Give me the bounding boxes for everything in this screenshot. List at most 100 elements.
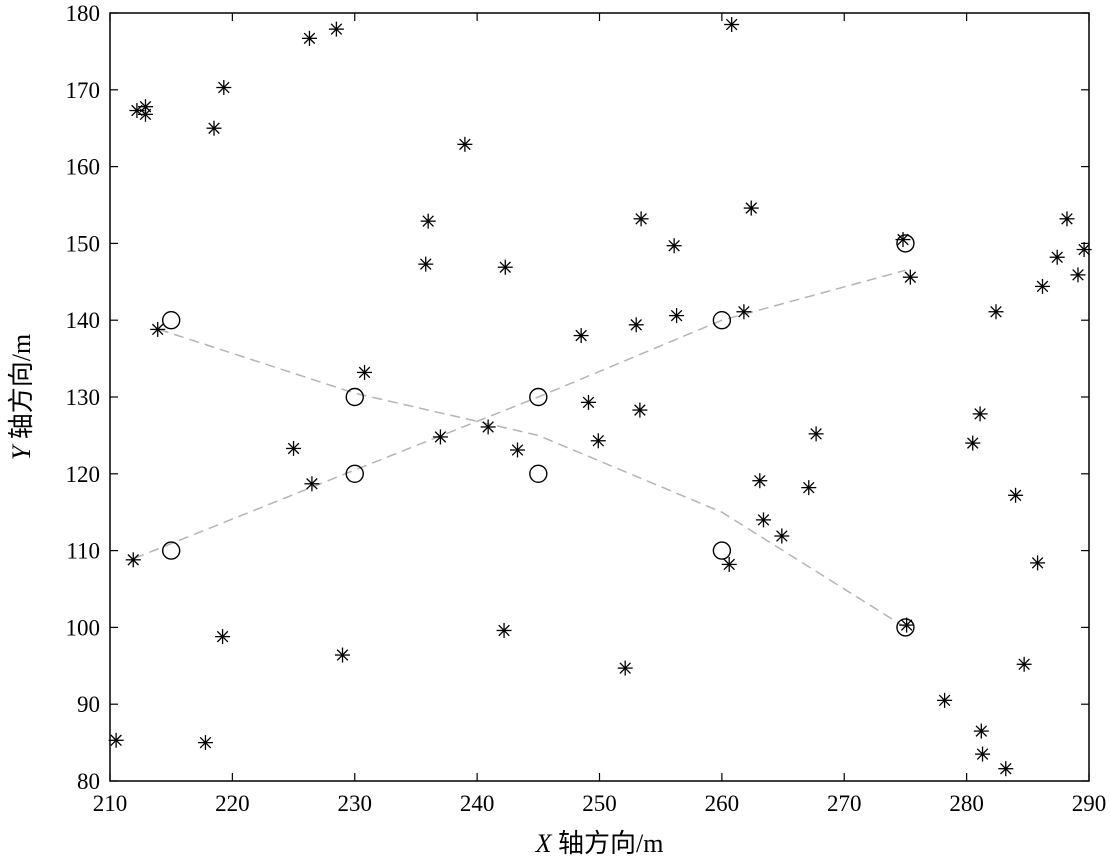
asterisk-point	[721, 556, 737, 572]
asterisk-point	[902, 269, 918, 285]
x-axis-label-rest: 轴方向/m	[551, 829, 663, 858]
asterisk-point	[328, 21, 344, 37]
asterisk-point	[590, 433, 606, 449]
y-tick-label: 170	[66, 78, 101, 103]
y-tick-label: 110	[66, 539, 100, 564]
asterisk-point	[286, 440, 302, 456]
x-tick-label: 250	[582, 791, 617, 816]
asterisk-point	[973, 723, 989, 739]
asterisk-point	[1059, 211, 1075, 227]
circle-point	[345, 387, 364, 407]
y-tick-label: 90	[77, 692, 100, 717]
asterisk-point	[1070, 267, 1086, 283]
x-axis-label: X 轴方向/m	[535, 829, 664, 858]
trajectory-lines	[134, 269, 906, 629]
circle-point	[529, 387, 548, 407]
asterisk-point	[1030, 555, 1046, 571]
asterisk-point	[480, 419, 496, 435]
asterisk-point	[752, 473, 768, 489]
asterisk-point	[301, 30, 317, 46]
asterisk-point	[937, 692, 953, 708]
asterisk-point	[632, 402, 648, 418]
asterisk-point	[801, 480, 817, 496]
asterisk-point	[1034, 278, 1050, 294]
asterisk-point	[628, 317, 644, 333]
y-tick-label: 180	[66, 1, 101, 26]
circle-point	[161, 311, 181, 330]
asterisk-point	[432, 429, 448, 445]
circle-point	[896, 234, 915, 253]
asterisk-point	[197, 735, 213, 751]
y-tick-label: 160	[66, 155, 101, 180]
circle-point	[896, 618, 915, 637]
asterisk-point	[496, 622, 512, 638]
asterisk-point	[743, 200, 759, 216]
asterisk-point	[573, 328, 589, 344]
asterisk-point	[457, 136, 473, 152]
x-axis-label-var: X	[535, 829, 553, 858]
asterisk-point	[972, 406, 988, 422]
x-tick-label: 260	[705, 791, 740, 816]
x-tick-label: 220	[215, 791, 250, 816]
x-tick-label: 270	[827, 791, 862, 816]
asterisk-point	[1076, 242, 1092, 258]
y-axis-label: Y 轴方向/m	[7, 334, 36, 460]
y-tick-label: 150	[66, 231, 101, 256]
x-tick-label: 240	[460, 791, 495, 816]
asterisk-point	[497, 259, 513, 275]
y-tick-label: 130	[66, 385, 101, 410]
asterisk-point	[418, 256, 434, 272]
asterisk-point	[206, 120, 222, 136]
asterisk-point	[988, 304, 1004, 320]
asterisk-point	[755, 512, 771, 528]
asterisk-point	[1049, 249, 1065, 265]
asterisk-point	[108, 732, 124, 748]
y-tick-label: 120	[66, 462, 101, 487]
circle-point	[529, 464, 548, 483]
asterisk-point	[669, 308, 685, 324]
asterisk-point	[724, 17, 740, 33]
asterisk-point	[125, 552, 141, 568]
circle-point	[161, 541, 181, 560]
asterisk-point	[808, 426, 824, 442]
y-axis-label-rest: 轴方向/m	[7, 334, 36, 446]
data-points	[108, 17, 1092, 777]
asterisk-point	[335, 647, 351, 663]
asterisk-point	[617, 660, 633, 676]
asterisk-point	[666, 238, 682, 254]
circle-point	[712, 311, 732, 330]
x-tick-label: 230	[338, 791, 373, 816]
asterisk-point	[774, 528, 790, 544]
x-tick-label: 210	[93, 791, 128, 816]
asterisk-point	[975, 746, 991, 762]
y-axis-label-var: Y	[7, 443, 36, 460]
circle-point	[712, 541, 732, 560]
asterisk-point	[357, 364, 373, 380]
dashed-line-1	[134, 269, 906, 559]
y-tick-label: 80	[77, 769, 100, 794]
asterisk-point	[633, 211, 649, 227]
circle-point	[345, 464, 364, 483]
asterisk-point	[420, 213, 436, 229]
asterisk-point	[998, 761, 1014, 777]
y-tick-label: 140	[66, 308, 101, 333]
axis-ticks: 210 220 230 240 250 260 270 280 290 80 90 100 110 120…	[66, 1, 1107, 816]
asterisk-point	[580, 394, 596, 410]
x-tick-label: 280	[949, 791, 984, 816]
asterisk-point	[1016, 656, 1032, 672]
asterisk-point	[215, 629, 231, 645]
asterisk-point	[736, 304, 752, 320]
asterisk-point	[1008, 487, 1024, 503]
asterisk-point	[510, 442, 526, 458]
asterisk-point	[965, 435, 981, 451]
asterisk-point	[216, 79, 232, 95]
asterisk-point	[304, 476, 320, 492]
dashed-line-2	[158, 328, 906, 629]
y-tick-label: 100	[66, 615, 101, 640]
asterisk-point	[137, 106, 153, 122]
asterisk-point	[899, 617, 915, 633]
plot-frame	[109, 12, 1090, 782]
x-tick-label: 290	[1072, 791, 1107, 816]
asterisk-point	[150, 321, 166, 337]
